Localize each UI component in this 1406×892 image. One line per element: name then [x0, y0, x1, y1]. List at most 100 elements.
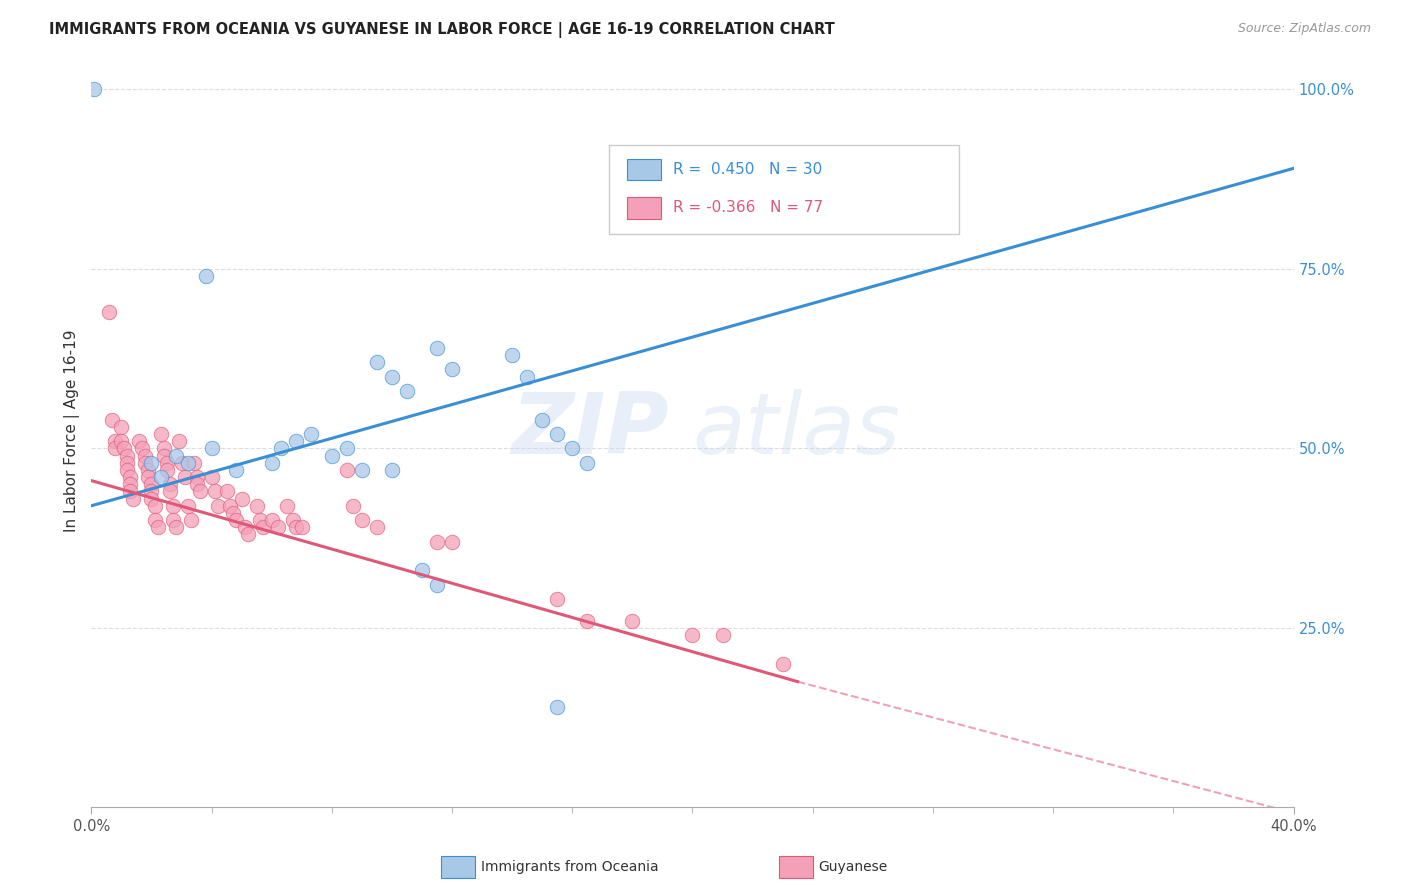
Point	[350, 513, 373, 527]
Point	[186, 470, 208, 484]
Point	[225, 513, 247, 527]
Point	[170, 456, 193, 470]
Point	[546, 592, 568, 607]
Text: R = -0.366   N = 77: R = -0.366 N = 77	[673, 201, 824, 215]
Point	[440, 534, 463, 549]
Point	[440, 362, 463, 376]
Point	[381, 463, 404, 477]
Point	[531, 412, 554, 426]
Point	[104, 442, 127, 456]
Point	[159, 477, 181, 491]
Point	[201, 470, 224, 484]
Point	[165, 520, 187, 534]
Text: Immigrants from Oceania: Immigrants from Oceania	[481, 860, 658, 874]
Y-axis label: In Labor Force | Age 16-19: In Labor Force | Age 16-19	[65, 329, 80, 532]
Point	[149, 470, 172, 484]
Point	[110, 419, 132, 434]
Point	[120, 470, 142, 484]
Text: IMMIGRANTS FROM OCEANIA VS GUYANESE IN LABOR FORCE | AGE 16-19 CORRELATION CHART: IMMIGRANTS FROM OCEANIA VS GUYANESE IN L…	[49, 22, 835, 38]
Point	[246, 499, 269, 513]
Point	[252, 520, 274, 534]
Text: ZIP: ZIP	[510, 389, 668, 472]
Point	[561, 442, 583, 456]
Point	[321, 449, 343, 463]
Point	[143, 499, 166, 513]
Point	[576, 456, 599, 470]
Point	[284, 520, 307, 534]
Point	[516, 369, 538, 384]
Text: Source: ZipAtlas.com: Source: ZipAtlas.com	[1237, 22, 1371, 36]
Point	[176, 456, 198, 470]
Point	[336, 463, 359, 477]
Point	[138, 470, 160, 484]
Point	[188, 484, 211, 499]
Point	[291, 520, 314, 534]
Point	[221, 506, 243, 520]
Point	[155, 456, 177, 470]
Point	[120, 477, 142, 491]
Point	[110, 434, 132, 449]
Point	[83, 82, 105, 96]
Point	[411, 563, 433, 577]
Text: atlas: atlas	[692, 389, 900, 472]
Point	[186, 477, 208, 491]
Point	[207, 499, 229, 513]
Point	[204, 484, 226, 499]
Point	[426, 534, 449, 549]
Point	[149, 427, 172, 442]
Point	[267, 520, 290, 534]
Point	[270, 442, 292, 456]
Point	[772, 657, 794, 671]
Point	[621, 614, 644, 628]
Point	[426, 578, 449, 592]
Point	[141, 491, 163, 506]
Point	[141, 484, 163, 499]
Point	[395, 384, 418, 398]
Point	[218, 499, 240, 513]
Text: R =  0.450   N = 30: R = 0.450 N = 30	[673, 162, 823, 177]
Point	[426, 341, 449, 355]
Point	[165, 449, 187, 463]
Point	[162, 513, 184, 527]
Point	[104, 434, 127, 449]
Point	[101, 412, 124, 426]
Point	[143, 513, 166, 527]
Point	[249, 513, 271, 527]
Point	[141, 456, 163, 470]
Point	[231, 491, 253, 506]
Point	[336, 442, 359, 456]
Point	[201, 442, 224, 456]
Point	[134, 456, 156, 470]
Point	[546, 427, 568, 442]
Point	[276, 499, 298, 513]
Point	[155, 463, 177, 477]
Point	[366, 520, 388, 534]
Point	[225, 463, 247, 477]
Point	[173, 470, 195, 484]
Point	[120, 484, 142, 499]
Point	[236, 527, 259, 541]
Point	[152, 442, 174, 456]
Point	[176, 499, 198, 513]
Point	[215, 484, 238, 499]
Point	[501, 348, 523, 362]
Point	[260, 513, 283, 527]
Point	[183, 456, 205, 470]
Point	[342, 499, 364, 513]
Point	[366, 355, 388, 369]
Point	[711, 628, 734, 642]
Point	[122, 491, 145, 506]
Point	[128, 434, 150, 449]
Point	[546, 699, 568, 714]
Point	[299, 427, 322, 442]
Point	[131, 442, 153, 456]
Point	[141, 477, 163, 491]
Point	[180, 513, 202, 527]
Point	[233, 520, 256, 534]
Point	[117, 449, 139, 463]
Point	[350, 463, 373, 477]
Point	[576, 614, 599, 628]
Point	[167, 434, 190, 449]
Point	[194, 268, 217, 283]
Point	[162, 499, 184, 513]
